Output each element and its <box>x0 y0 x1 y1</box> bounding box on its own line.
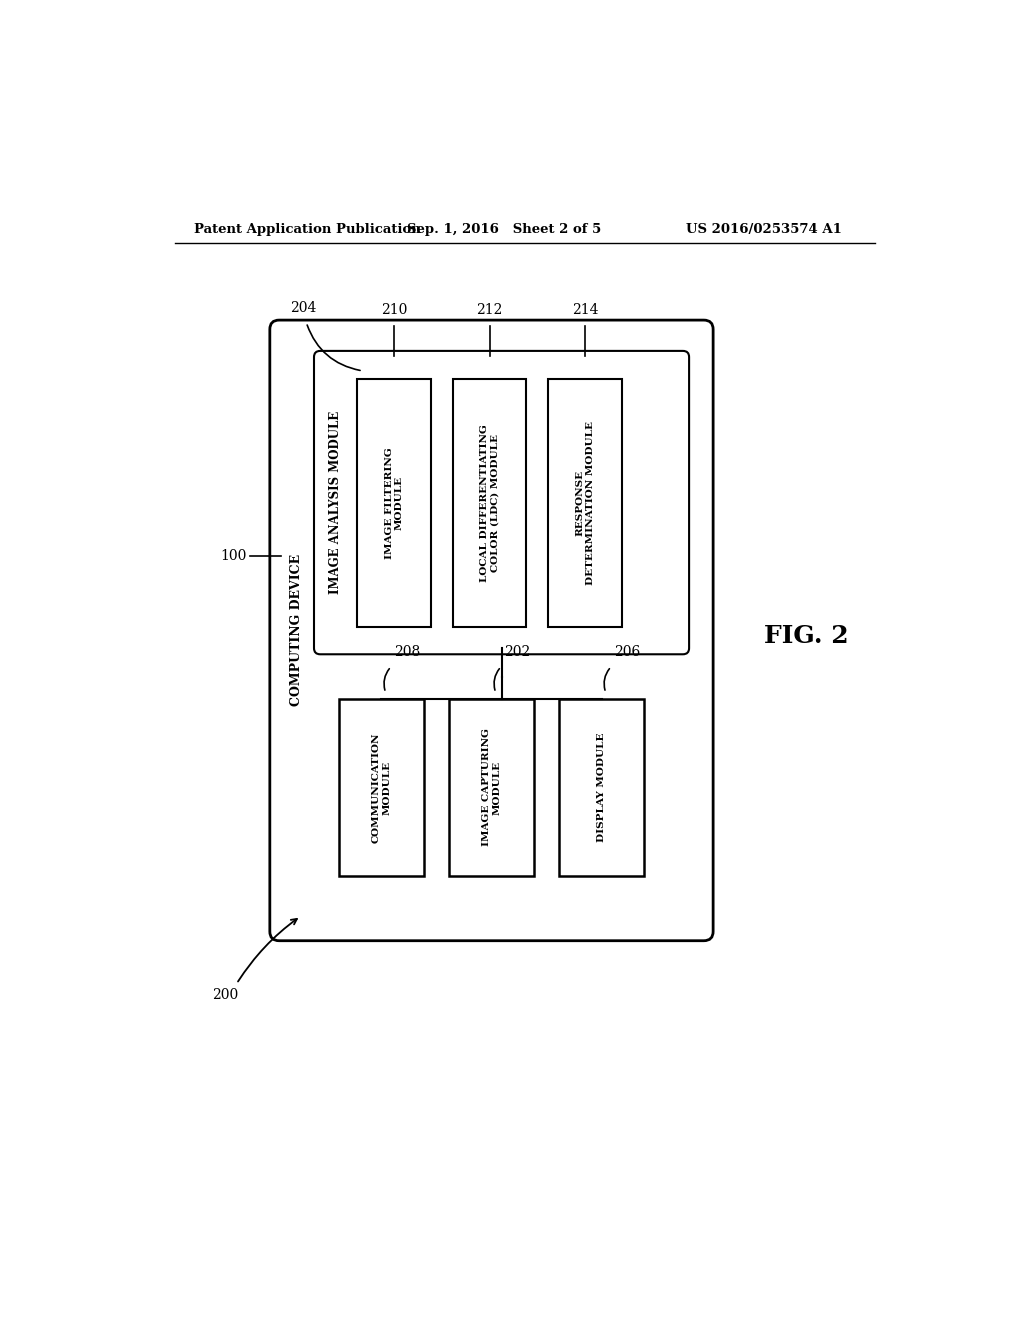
Text: Sep. 1, 2016   Sheet 2 of 5: Sep. 1, 2016 Sheet 2 of 5 <box>407 223 601 236</box>
Text: IMAGE FILTERING
MODULE: IMAGE FILTERING MODULE <box>385 447 403 558</box>
Text: 212: 212 <box>476 304 503 317</box>
Text: 206: 206 <box>614 645 641 659</box>
Text: 210: 210 <box>381 304 408 317</box>
Text: COMPUTING DEVICE: COMPUTING DEVICE <box>290 554 303 706</box>
Text: 200: 200 <box>212 987 238 1002</box>
Text: IMAGE CAPTURING
MODULE: IMAGE CAPTURING MODULE <box>481 729 501 846</box>
FancyBboxPatch shape <box>453 379 526 627</box>
FancyBboxPatch shape <box>339 700 424 876</box>
Text: 202: 202 <box>504 645 530 659</box>
Text: 100: 100 <box>220 549 247 564</box>
FancyBboxPatch shape <box>314 351 689 655</box>
FancyBboxPatch shape <box>270 321 713 941</box>
FancyBboxPatch shape <box>449 700 535 876</box>
FancyBboxPatch shape <box>548 379 622 627</box>
Text: IMAGE ANALYSIS MODULE: IMAGE ANALYSIS MODULE <box>329 411 342 594</box>
Text: DISPLAY MODULE: DISPLAY MODULE <box>597 733 606 842</box>
Text: 204: 204 <box>290 301 316 314</box>
Text: COMMUNICATION
MODULE: COMMUNICATION MODULE <box>372 733 391 842</box>
FancyBboxPatch shape <box>559 700 644 876</box>
Text: US 2016/0253574 A1: US 2016/0253574 A1 <box>686 223 842 236</box>
Text: LOCAL DIFFERENTIATING
COLOR (LDC) MODULE: LOCAL DIFFERENTIATING COLOR (LDC) MODULE <box>480 424 500 582</box>
Text: FIG. 2: FIG. 2 <box>764 624 848 648</box>
Text: Patent Application Publication: Patent Application Publication <box>194 223 421 236</box>
Text: RESPONSE
DETERMINATION MODULE: RESPONSE DETERMINATION MODULE <box>575 421 595 585</box>
Text: 208: 208 <box>394 645 421 659</box>
FancyBboxPatch shape <box>357 379 431 627</box>
Text: 214: 214 <box>571 304 598 317</box>
